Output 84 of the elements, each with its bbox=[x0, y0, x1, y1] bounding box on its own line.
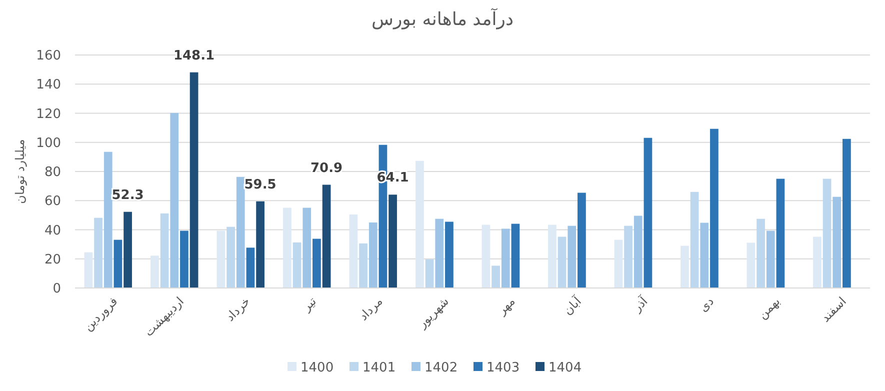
y-tick-label: 80 bbox=[44, 165, 61, 180]
bar bbox=[776, 178, 785, 288]
bar bbox=[634, 216, 642, 288]
bar bbox=[746, 242, 756, 288]
x-tick-label: آبان bbox=[560, 293, 584, 318]
bar bbox=[170, 112, 179, 288]
bar bbox=[832, 196, 842, 288]
bar bbox=[190, 72, 198, 288]
bar bbox=[283, 208, 292, 288]
x-tick-label: شهریور bbox=[414, 294, 452, 332]
bar bbox=[292, 242, 302, 288]
x-tick-label: اسفند bbox=[818, 294, 849, 325]
bar bbox=[690, 192, 699, 288]
bar bbox=[482, 224, 490, 288]
bar bbox=[842, 138, 851, 288]
legend-label: 1400 bbox=[300, 360, 334, 376]
data-label: 70.9 bbox=[310, 160, 343, 176]
bar bbox=[312, 238, 321, 288]
bar bbox=[150, 256, 159, 288]
bar bbox=[226, 226, 235, 288]
x-tick-label: اردیبهشت bbox=[142, 294, 186, 340]
x-tick-label: خرداد bbox=[223, 294, 253, 324]
y-tick-label: 100 bbox=[36, 136, 61, 151]
bar bbox=[578, 192, 586, 288]
y-tick-label: 20 bbox=[44, 252, 61, 268]
bar bbox=[435, 218, 444, 288]
x-tick-label: تیر bbox=[298, 294, 319, 314]
x-tick-label: بهمن bbox=[755, 294, 783, 322]
bar bbox=[624, 226, 632, 288]
bar bbox=[558, 236, 566, 288]
y-tick-label: 40 bbox=[44, 223, 61, 238]
legend-label: 1401 bbox=[362, 360, 396, 376]
bar bbox=[160, 213, 169, 288]
bar bbox=[511, 224, 520, 288]
x-tick-label: آذر bbox=[628, 293, 651, 316]
bar bbox=[445, 222, 454, 288]
legend-label: 1402 bbox=[424, 360, 458, 376]
x-tick-label: مهر bbox=[494, 294, 518, 318]
bar bbox=[492, 266, 500, 288]
bar bbox=[84, 252, 93, 288]
bar bbox=[359, 243, 368, 288]
y-tick-label: 120 bbox=[36, 106, 61, 122]
bar bbox=[322, 184, 331, 288]
bar bbox=[813, 236, 822, 288]
bar bbox=[614, 240, 623, 288]
bar bbox=[416, 160, 424, 288]
y-axis-title: میلیارد تومان bbox=[13, 139, 27, 204]
data-label: 59.5 bbox=[244, 177, 276, 192]
x-tick-label: مرداد bbox=[356, 294, 386, 324]
bar bbox=[368, 222, 378, 288]
bar bbox=[302, 208, 312, 288]
data-label: 52.3 bbox=[112, 188, 144, 203]
bar bbox=[501, 228, 510, 288]
bar bbox=[710, 128, 718, 288]
x-tick-label: دی bbox=[696, 294, 716, 315]
y-tick-label: 140 bbox=[36, 78, 61, 93]
bar bbox=[94, 218, 102, 288]
legend-label: 1404 bbox=[548, 360, 582, 376]
data-label: 148.1 bbox=[173, 48, 215, 64]
bar bbox=[236, 176, 245, 288]
bar bbox=[766, 230, 775, 288]
chart-title: درآمد ماهانه بورس bbox=[372, 8, 514, 30]
bar bbox=[349, 214, 358, 288]
bar bbox=[568, 226, 576, 288]
bar bbox=[180, 230, 188, 288]
bar bbox=[246, 248, 255, 288]
bar bbox=[644, 138, 652, 288]
legend-label: 1403 bbox=[486, 360, 520, 376]
bar bbox=[104, 152, 112, 288]
x-tick-label: فروردین bbox=[80, 294, 120, 334]
bar bbox=[256, 201, 264, 288]
bar bbox=[124, 212, 132, 288]
bar bbox=[700, 222, 709, 288]
bar bbox=[114, 240, 122, 288]
bar bbox=[548, 224, 556, 288]
y-tick-label: 160 bbox=[36, 48, 61, 64]
bar bbox=[388, 194, 397, 288]
bar bbox=[425, 259, 434, 288]
bar bbox=[216, 230, 226, 288]
bar bbox=[756, 218, 765, 288]
y-tick-label: 0 bbox=[52, 282, 61, 297]
y-tick-label: 60 bbox=[44, 194, 61, 210]
bar bbox=[822, 178, 832, 288]
bar bbox=[680, 246, 689, 288]
